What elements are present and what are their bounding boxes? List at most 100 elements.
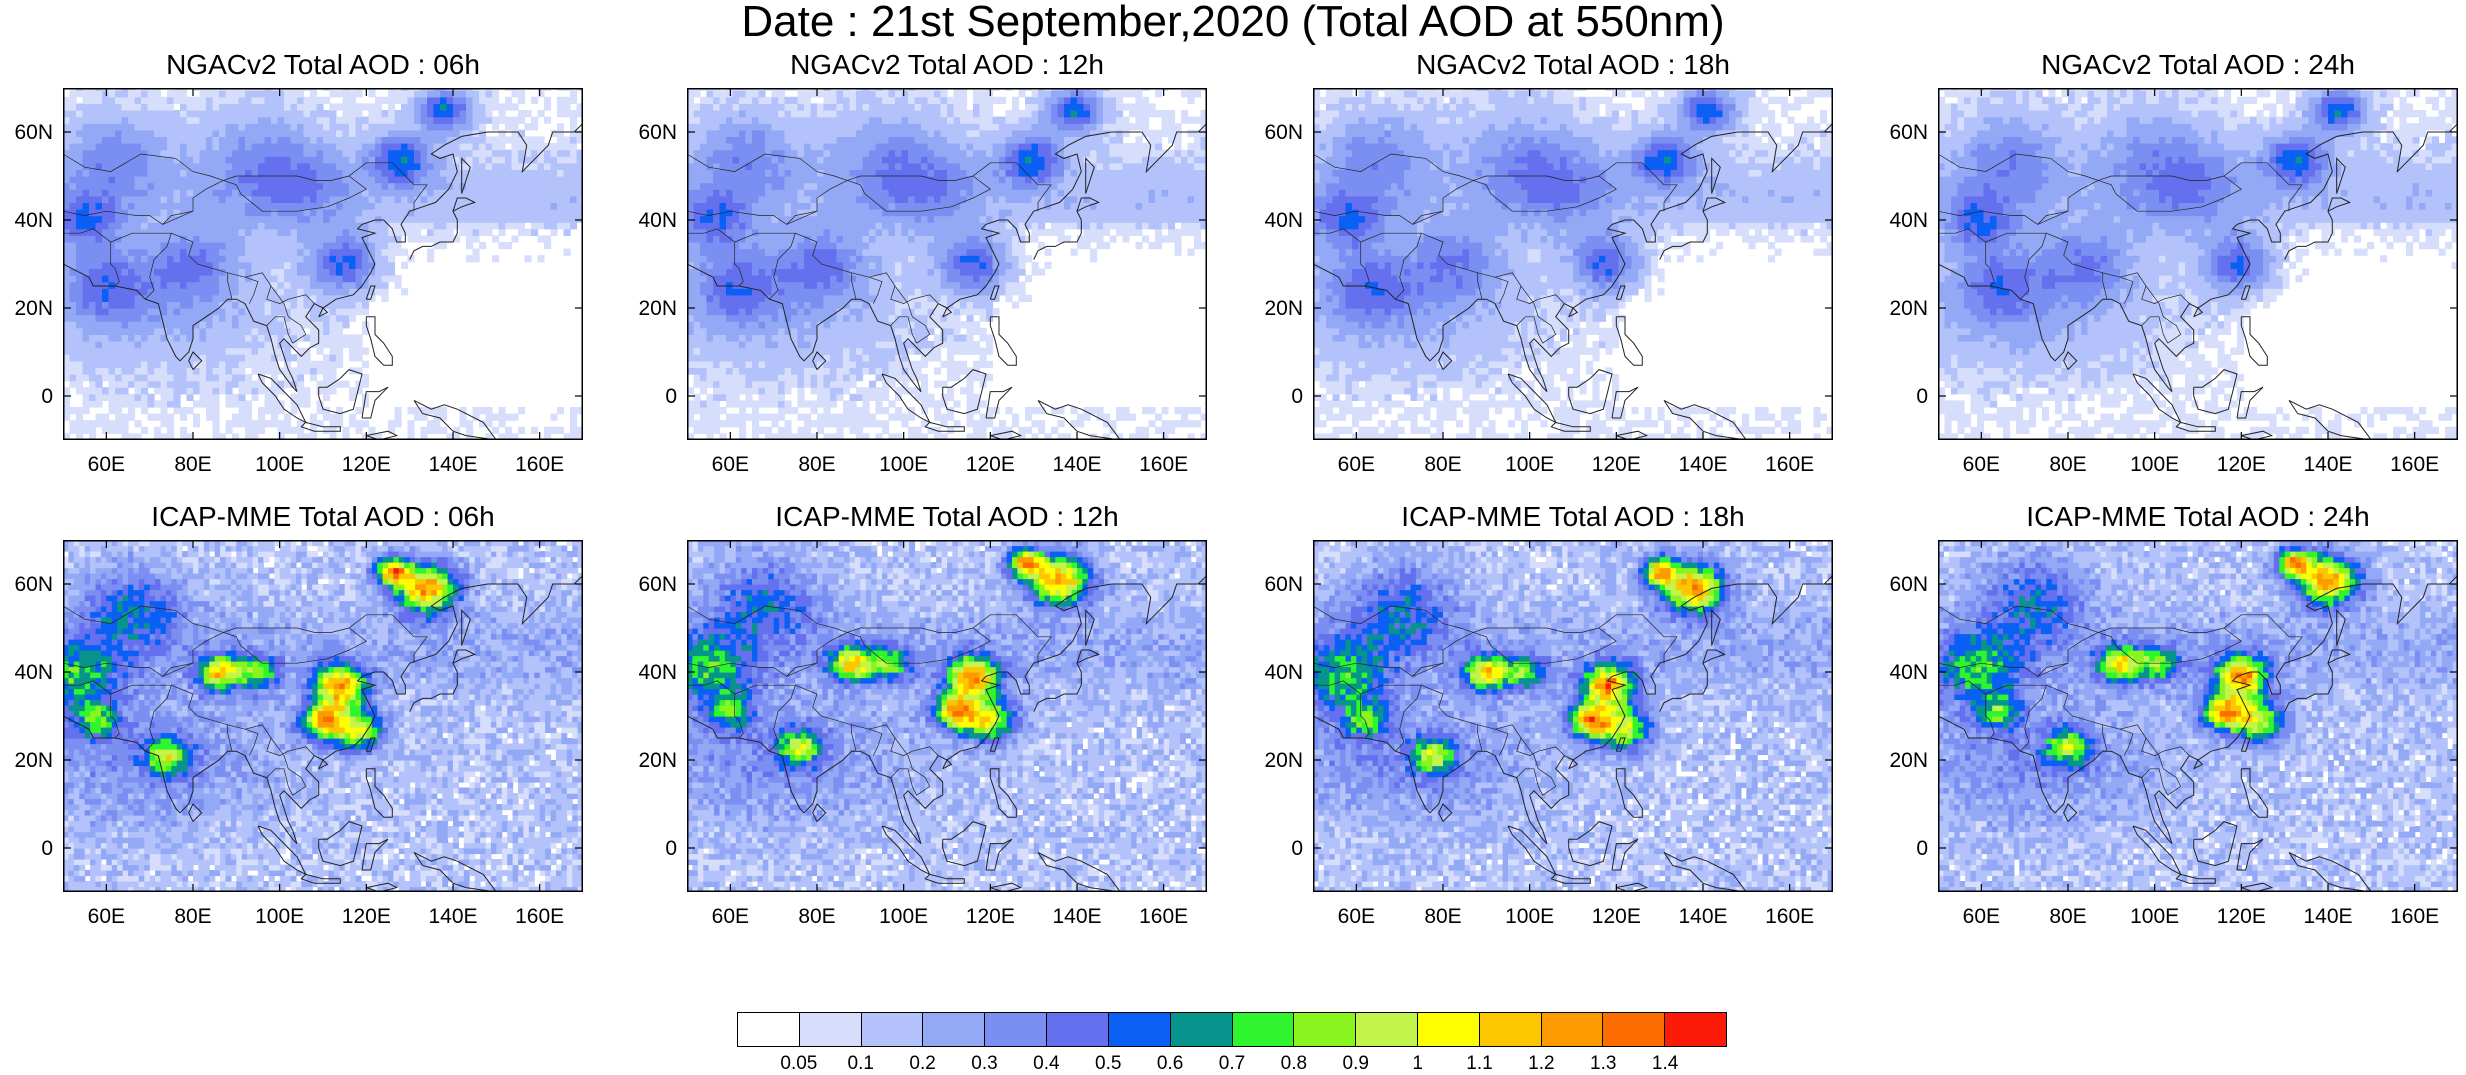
colorbar-box bbox=[1171, 1013, 1233, 1046]
lat-tick-label: 40N bbox=[1878, 210, 1928, 231]
lat-tick-label: 60N bbox=[3, 122, 53, 143]
panel-title: ICAP-MME Total AOD : 18h bbox=[1313, 502, 1833, 532]
lon-tick-label: 140E bbox=[418, 454, 488, 475]
lat-tick-label: 0 bbox=[627, 386, 677, 407]
colorbar-label: 0.6 bbox=[1140, 1053, 1200, 1075]
lon-tick-label: 120E bbox=[955, 454, 1025, 475]
lon-tick-label: 100E bbox=[2120, 454, 2190, 475]
colorbar-box bbox=[738, 1013, 800, 1046]
lon-tick-label: 160E bbox=[505, 906, 575, 927]
lon-tick-label: 140E bbox=[1042, 906, 1112, 927]
colorbar-box bbox=[1233, 1013, 1295, 1046]
aod-map bbox=[687, 540, 1207, 892]
lon-tick-label: 140E bbox=[1042, 454, 1112, 475]
lon-tick-label: 140E bbox=[418, 906, 488, 927]
lon-tick-label: 120E bbox=[2206, 906, 2276, 927]
colorbar-label: 1.4 bbox=[1635, 1053, 1695, 1075]
lat-tick-label: 0 bbox=[1253, 838, 1303, 859]
lat-tick-label: 20N bbox=[1878, 298, 1928, 319]
lon-tick-label: 60E bbox=[1321, 454, 1391, 475]
lon-tick-label: 120E bbox=[1581, 454, 1651, 475]
lon-tick-label: 80E bbox=[2033, 906, 2103, 927]
colorbar bbox=[737, 1012, 1727, 1047]
lat-tick-label: 60N bbox=[1253, 574, 1303, 595]
lat-tick-label: 40N bbox=[3, 210, 53, 231]
lat-tick-label: 60N bbox=[1878, 122, 1928, 143]
lon-tick-label: 100E bbox=[245, 454, 315, 475]
lon-tick-label: 160E bbox=[1129, 906, 1199, 927]
colorbar-box bbox=[1109, 1013, 1171, 1046]
lon-tick-label: 160E bbox=[505, 454, 575, 475]
lat-tick-label: 0 bbox=[3, 838, 53, 859]
lat-tick-label: 20N bbox=[3, 750, 53, 771]
lat-tick-label: 0 bbox=[3, 386, 53, 407]
lon-tick-label: 100E bbox=[1495, 906, 1565, 927]
colorbar-box bbox=[1356, 1013, 1418, 1046]
colorbar-label: 0.9 bbox=[1326, 1053, 1386, 1075]
colorbar-box bbox=[923, 1013, 985, 1046]
colorbar-label: 1.3 bbox=[1573, 1053, 1633, 1075]
lon-tick-label: 120E bbox=[331, 454, 401, 475]
lon-tick-label: 160E bbox=[2380, 906, 2450, 927]
lat-tick-label: 20N bbox=[627, 750, 677, 771]
lon-tick-label: 60E bbox=[695, 454, 765, 475]
colorbar-label: 0.4 bbox=[1016, 1053, 1076, 1075]
figure-title: Date : 21st September,2020 (Total AOD at… bbox=[0, 0, 2466, 44]
lat-tick-label: 60N bbox=[627, 574, 677, 595]
aod-map bbox=[63, 540, 583, 892]
panel-title: NGACv2 Total AOD : 12h bbox=[687, 50, 1207, 80]
panel-title: NGACv2 Total AOD : 06h bbox=[63, 50, 583, 80]
lat-tick-label: 40N bbox=[1878, 662, 1928, 683]
lon-tick-label: 60E bbox=[1321, 906, 1391, 927]
aod-map bbox=[63, 88, 583, 440]
lon-tick-label: 100E bbox=[1495, 454, 1565, 475]
colorbar-box bbox=[1665, 1013, 1726, 1046]
lat-tick-label: 0 bbox=[1253, 386, 1303, 407]
colorbar-box bbox=[1603, 1013, 1665, 1046]
lat-tick-label: 60N bbox=[627, 122, 677, 143]
colorbar-label: 0.3 bbox=[955, 1053, 1015, 1075]
colorbar-label: 0.7 bbox=[1202, 1053, 1262, 1075]
colorbar-label: 0.2 bbox=[893, 1053, 953, 1075]
coastline bbox=[1616, 317, 1642, 365]
colorbar-label: 1 bbox=[1388, 1053, 1448, 1075]
lon-tick-label: 60E bbox=[71, 454, 141, 475]
lon-tick-label: 120E bbox=[1581, 906, 1651, 927]
panel-title: NGACv2 Total AOD : 24h bbox=[1938, 50, 2458, 80]
colorbar-box bbox=[1542, 1013, 1604, 1046]
lat-tick-label: 40N bbox=[627, 662, 677, 683]
colorbar-box bbox=[1047, 1013, 1109, 1046]
panel-title: ICAP-MME Total AOD : 06h bbox=[63, 502, 583, 532]
aod-map bbox=[1313, 540, 1833, 892]
lat-tick-label: 20N bbox=[1878, 750, 1928, 771]
lat-tick-label: 60N bbox=[1253, 122, 1303, 143]
lat-tick-label: 20N bbox=[627, 298, 677, 319]
lon-tick-label: 80E bbox=[782, 454, 852, 475]
lat-tick-label: 0 bbox=[627, 838, 677, 859]
colorbar-box bbox=[800, 1013, 862, 1046]
colorbar-label: 1.1 bbox=[1450, 1053, 1510, 1075]
colorbar-box bbox=[985, 1013, 1047, 1046]
lat-tick-label: 40N bbox=[627, 210, 677, 231]
colorbar-box bbox=[1480, 1013, 1542, 1046]
colorbar-label: 0.05 bbox=[769, 1053, 829, 1075]
lon-tick-label: 120E bbox=[955, 906, 1025, 927]
lat-tick-label: 0 bbox=[1878, 838, 1928, 859]
lon-tick-label: 160E bbox=[1755, 454, 1825, 475]
colorbar-label: 0.5 bbox=[1078, 1053, 1138, 1075]
lon-tick-label: 60E bbox=[1946, 454, 2016, 475]
lat-tick-label: 40N bbox=[3, 662, 53, 683]
colorbar-box bbox=[1418, 1013, 1480, 1046]
lon-tick-label: 60E bbox=[1946, 906, 2016, 927]
coastline bbox=[990, 317, 1016, 365]
lon-tick-label: 80E bbox=[2033, 454, 2103, 475]
lon-tick-label: 80E bbox=[158, 454, 228, 475]
coastline bbox=[2241, 317, 2267, 365]
panel-title: ICAP-MME Total AOD : 12h bbox=[687, 502, 1207, 532]
lat-tick-label: 20N bbox=[1253, 750, 1303, 771]
